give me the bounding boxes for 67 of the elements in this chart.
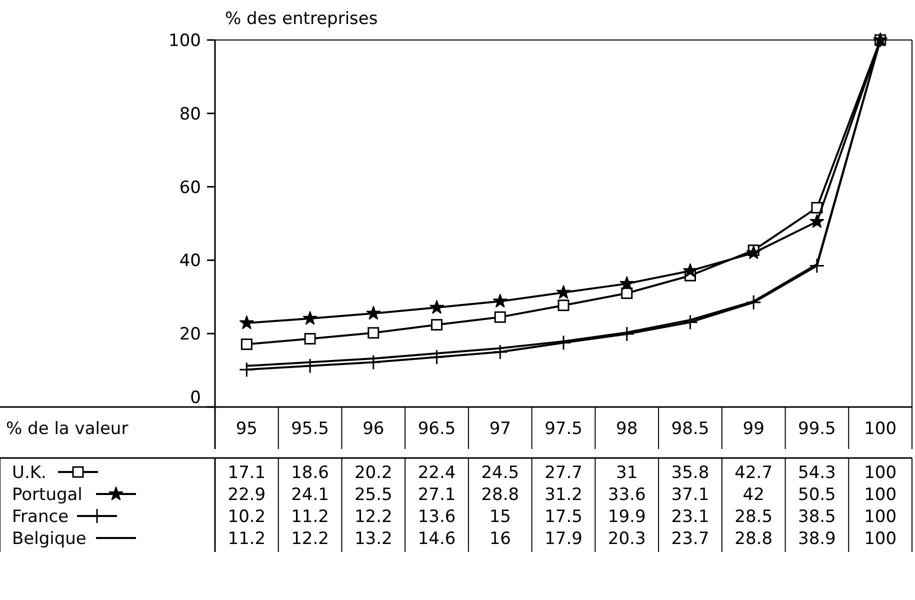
data-label: 27.1	[418, 484, 456, 505]
data-label: 13.6	[418, 506, 456, 527]
y-tick-label: 40	[179, 251, 201, 272]
data-label: 15	[489, 506, 511, 527]
data-label: 31.2	[544, 484, 582, 505]
data-label: 27.7	[544, 462, 582, 483]
data-label: 17.1	[228, 462, 266, 483]
data-label: 10.2	[228, 506, 266, 527]
data-label: 18.6	[291, 462, 329, 483]
data-label: 16	[489, 528, 511, 549]
data-label: 42.7	[734, 462, 773, 483]
x-tick-label: 97	[489, 418, 511, 439]
data-label: 20.3	[608, 528, 646, 549]
data-label: 100	[864, 484, 897, 505]
y-tick-label: 60	[179, 178, 201, 198]
x-tick-label: 99	[742, 418, 764, 439]
data-label: 28.8	[734, 528, 773, 549]
data-label: 28.8	[481, 484, 520, 505]
y-axis-title: % des entreprises	[225, 9, 378, 29]
data-label: 12.2	[291, 528, 329, 549]
legend-label: France	[12, 506, 69, 527]
data-label: 14.6	[418, 528, 456, 549]
x-tick-label: 96.5	[418, 418, 456, 439]
x-tick-label: 96	[362, 418, 384, 439]
y-tick-label: 100	[168, 30, 201, 51]
data-label: 22.4	[418, 462, 456, 483]
legend-label: Portugal	[12, 484, 82, 505]
data-label: 13.2	[354, 528, 392, 549]
data-label: 11.2	[291, 506, 329, 527]
data-label: 23.1	[671, 506, 710, 527]
data-label: 54.3	[798, 462, 836, 483]
data-label: 11.2	[228, 528, 266, 549]
x-tick-label: 95.5	[291, 418, 329, 439]
x-tick-label: 97.5	[544, 418, 582, 439]
data-label: 100	[864, 462, 897, 483]
legend-label: Belgique	[12, 528, 86, 549]
data-label: 19.9	[608, 506, 646, 527]
data-label: 22.9	[228, 484, 266, 505]
data-label: 17.9	[544, 528, 582, 549]
x-tick-label: 95	[236, 418, 258, 439]
data-label: 42	[742, 484, 764, 505]
data-label: 25.5	[354, 484, 392, 505]
data-label: 50.5	[798, 484, 836, 505]
data-label: 38.9	[798, 528, 836, 549]
data-label: 38.5	[798, 506, 836, 527]
x-tick-label: 98.5	[671, 418, 710, 439]
data-label: 23.7	[671, 528, 710, 549]
data-label: 12.2	[354, 506, 392, 527]
data-label: 17.5	[544, 506, 582, 527]
data-label: 100	[864, 528, 897, 549]
data-label: 37.1	[671, 484, 710, 505]
x-tick-label: 98	[616, 418, 638, 439]
data-label: 20.2	[354, 462, 392, 483]
data-label: 31	[616, 462, 638, 483]
legend-label: U.K.	[12, 462, 46, 483]
y-tick-label: 80	[179, 104, 201, 124]
x-tick-label: 100	[864, 418, 897, 439]
data-label: 24.1	[291, 484, 329, 505]
data-label: 100	[864, 506, 897, 527]
data-label: 28.5	[734, 506, 773, 527]
data-label: 33.6	[608, 484, 646, 505]
data-label: 24.5	[481, 462, 520, 483]
data-label: 35.8	[671, 462, 710, 483]
x-tick-label: 99.5	[798, 418, 836, 439]
y-tick-label: 0	[190, 388, 201, 408]
y-tick-label: 20	[179, 324, 201, 345]
x-axis-title: % de la valeur	[6, 418, 128, 439]
